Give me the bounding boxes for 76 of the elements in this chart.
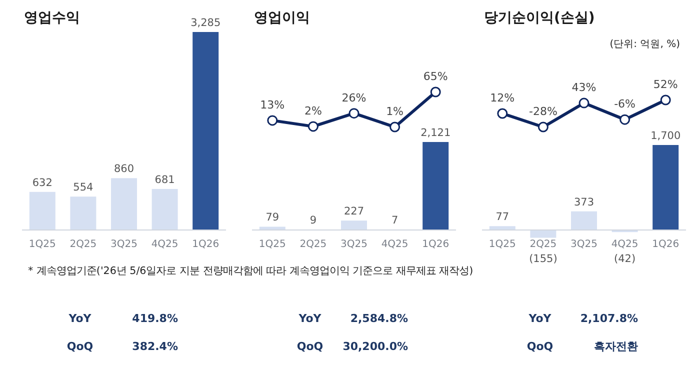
data-label: 2% [304, 104, 322, 118]
data-label: 43% [572, 81, 596, 94]
bar [489, 226, 516, 230]
bar [530, 230, 556, 238]
data-label: 681 [154, 174, 175, 186]
text: (단위: 억원, %) [610, 39, 680, 50]
text: YoY [68, 312, 92, 325]
point [348, 108, 360, 119]
data-label: 373 [574, 196, 594, 208]
data-label: 1,700 [650, 130, 681, 142]
bar [29, 192, 56, 230]
text: YoY [528, 312, 552, 325]
data-label: 26% [342, 91, 366, 104]
point [578, 98, 590, 108]
text: * 계속영업기준('26년 5/6일자로 지분 전량매각함에 따라 계속영업이익 기준으로 재무제표 재작성) [28, 265, 474, 277]
text: 2,584.8% [350, 312, 408, 325]
text: YoY [298, 312, 322, 325]
text: QoQ [296, 340, 324, 353]
bar [192, 32, 219, 230]
text: QoQ [66, 340, 94, 353]
x-tick-label: 4Q25 [151, 239, 178, 250]
data-label: 77 [496, 211, 510, 224]
x-tick-label: 2Q25 [300, 239, 327, 250]
text: 30,200.0% [342, 340, 408, 353]
chart-title: 당기순이익(손실) [484, 10, 595, 26]
text: 382.4% [132, 340, 178, 353]
x-tick-label: 3Q25 [110, 239, 138, 250]
x-tick-label: 3Q25 [570, 239, 598, 250]
chart-title: 영업이익 [254, 10, 310, 26]
bar [111, 178, 137, 230]
x-tick-label: 1Q25 [28, 239, 56, 250]
bar [70, 196, 96, 230]
point [430, 86, 441, 98]
data-label: 52% [653, 78, 678, 91]
text: 2,107.8% [580, 312, 638, 325]
bar [152, 188, 178, 230]
text: 419.8% [132, 312, 178, 325]
x-tick-label: 3Q25 [340, 239, 368, 250]
point [497, 108, 508, 119]
data-label: (155) [529, 253, 558, 265]
point [620, 114, 630, 125]
x-tick-label: 1Q26 [652, 239, 680, 250]
data-label: 2,121 [420, 127, 451, 139]
data-label: 9 [310, 214, 317, 227]
point [267, 115, 278, 126]
data-label: 7 [391, 214, 398, 227]
data-label: 79 [266, 212, 280, 224]
point [538, 122, 548, 132]
chart-title: 영업수익 [24, 10, 80, 26]
text: QoQ [526, 340, 554, 353]
data-label: 632 [32, 176, 52, 189]
text: 흑자전환 [594, 340, 638, 353]
data-label: 1% [386, 105, 404, 118]
data-label: 3,285 [190, 17, 221, 29]
data-label: -28% [528, 105, 558, 118]
data-label: (42) [614, 253, 636, 265]
data-label: 860 [114, 163, 134, 176]
data-label: 12% [490, 92, 515, 104]
data-label: -6% [614, 98, 636, 111]
point [308, 121, 318, 132]
data-label: 65% [423, 70, 448, 83]
x-tick-label: 4Q25 [611, 239, 638, 250]
data-label: 227 [344, 206, 364, 218]
data-label: 554 [73, 182, 94, 194]
x-tick-label: 2Q25 [530, 239, 557, 250]
x-tick-label: 1Q26 [192, 239, 220, 250]
data-label: 13% [260, 98, 285, 112]
x-tick-label: 4Q25 [381, 239, 408, 250]
x-tick-label: 2Q25 [70, 239, 97, 250]
bar [571, 211, 597, 230]
x-tick-label: 1Q25 [488, 239, 516, 250]
point [660, 94, 671, 106]
point [390, 122, 400, 132]
bar [652, 145, 679, 230]
x-tick-label: 1Q25 [258, 239, 286, 250]
x-tick-label: 1Q26 [422, 239, 450, 250]
